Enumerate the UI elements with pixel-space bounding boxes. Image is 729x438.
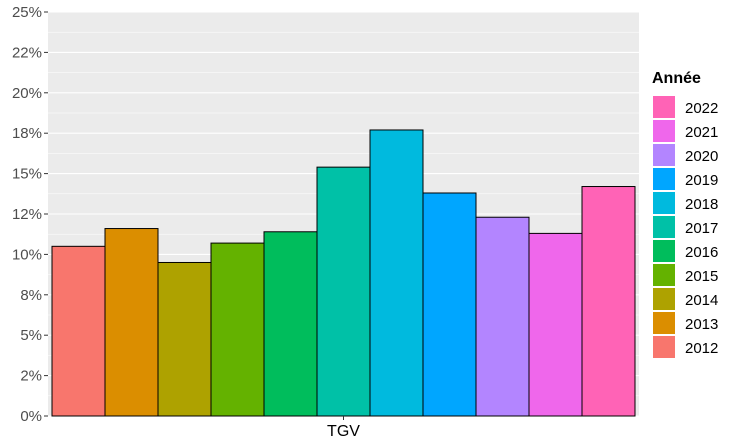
bar-2021 <box>528 232 583 417</box>
legend-key-2014 <box>653 288 675 310</box>
y-tick-label: 5% <box>20 327 42 344</box>
bar-2017 <box>316 166 371 417</box>
y-tick-label: 22% <box>12 44 42 61</box>
bar-2019 <box>422 192 477 417</box>
legend-key-2019 <box>653 168 675 190</box>
legend-label-2015: 2015 <box>685 268 718 285</box>
legend-key-2015 <box>653 264 675 286</box>
legend-label-2019: 2019 <box>685 172 718 189</box>
y-axis: 0% 2% 5% 8% 10% 12% 15% 18% 20% 22% 25% <box>12 4 48 425</box>
bar-2015 <box>210 242 265 417</box>
legend-label-2013: 2013 <box>685 316 718 333</box>
bar-2020 <box>475 216 530 417</box>
x-axis: TGV <box>327 416 360 438</box>
legend-key-2012 <box>653 336 675 358</box>
legend-key-2018 <box>653 192 675 214</box>
y-tick-label: 0% <box>20 408 42 425</box>
bar-2016 <box>263 231 318 417</box>
legend-key-2017 <box>653 216 675 238</box>
bar-2014 <box>157 261 212 417</box>
legend-label-2012: 2012 <box>685 340 718 357</box>
legend-key-2022 <box>653 96 675 118</box>
legend-key-2021 <box>653 120 675 142</box>
bar-2018 <box>369 129 424 417</box>
legend-title: Année <box>652 70 701 87</box>
legend-label-2022: 2022 <box>685 100 718 117</box>
legend-label-2014: 2014 <box>685 292 718 309</box>
y-tick-label: 18% <box>12 125 42 142</box>
y-tick-label: 25% <box>12 4 42 21</box>
y-tick-label: 10% <box>12 246 42 263</box>
bar-2012 <box>51 245 106 417</box>
y-tick-label: 8% <box>20 287 42 304</box>
legend: Année 2022 2021 2020 2019 2018 2017 2016 2015 20… <box>652 70 718 358</box>
bar-2022 <box>581 186 636 417</box>
legend-label-2020: 2020 <box>685 148 718 165</box>
x-tick-label: TGV <box>327 423 360 438</box>
legend-key-2020 <box>653 144 675 166</box>
y-tick-label: 12% <box>12 206 42 223</box>
bar-2013 <box>104 228 159 417</box>
legend-label-2017: 2017 <box>685 220 718 237</box>
y-tick-label: 20% <box>12 85 42 102</box>
y-tick-label: 15% <box>12 166 42 183</box>
legend-label-2016: 2016 <box>685 244 718 261</box>
legend-label-2018: 2018 <box>685 196 718 213</box>
legend-label-2021: 2021 <box>685 124 718 141</box>
bars <box>51 129 636 417</box>
y-tick-label: 2% <box>20 368 42 385</box>
legend-key-2013 <box>653 312 675 334</box>
legend-key-2016 <box>653 240 675 262</box>
